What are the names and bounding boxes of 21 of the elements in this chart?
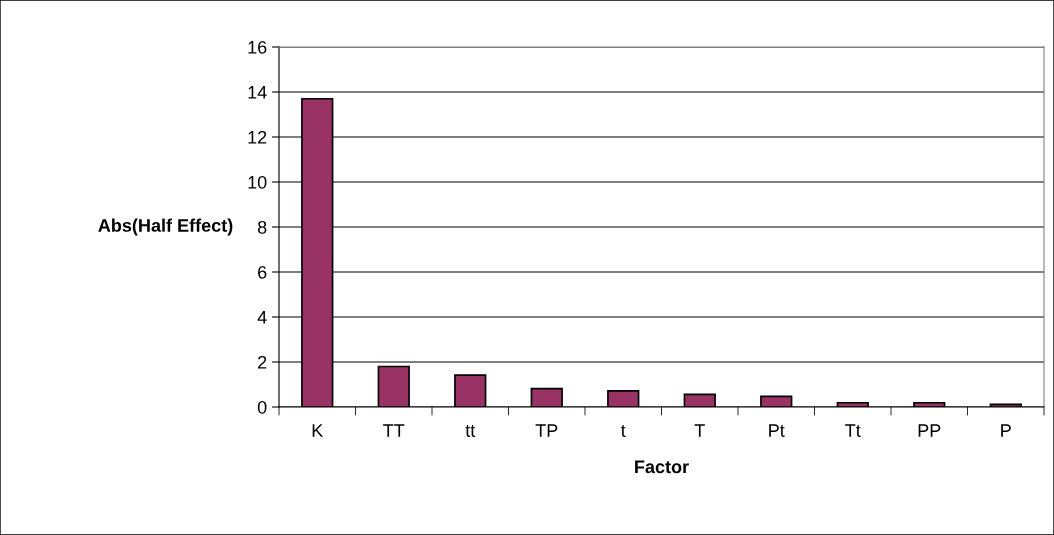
x-tick-label: TT [383,424,405,437]
y-tick-label: 0 [257,400,267,414]
x-tick-label: TP [535,424,558,437]
x-tick-label: Tt [845,424,861,437]
x-tick-label: Pt [769,424,785,437]
x-tick-label: T [694,424,705,437]
y-tick-label: 8 [257,220,267,234]
y-tick-label: 6 [258,265,267,279]
y-tick-label: 10 [248,175,267,189]
x-axis-title: Factor [635,460,689,474]
y-tick-label: 12 [248,130,267,144]
x-tick-label: P [1001,424,1011,437]
y-tick-label: 16 [248,40,267,54]
y-tick-label: 2 [258,355,267,369]
x-tick-label: PP [918,424,941,437]
y-axis-title: Abs(Half Effect) [98,218,233,236]
y-tick-label: 4 [257,311,267,324]
x-tick-label: t [621,425,626,437]
y-tick-label: 14 [248,86,267,99]
x-tick-label: K [312,424,324,437]
x-tick-label: tt [465,425,476,437]
